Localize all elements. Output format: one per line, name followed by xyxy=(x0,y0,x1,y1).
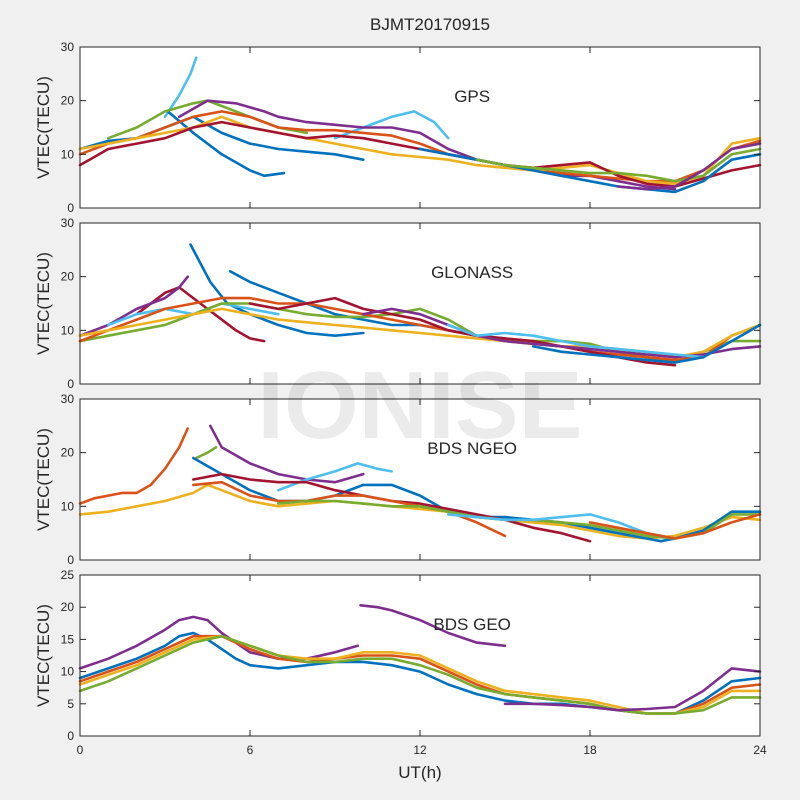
panel-label: BDS GEO xyxy=(433,615,510,634)
series-line-11 xyxy=(617,142,762,191)
panel-label: BDS NGEO xyxy=(427,439,517,458)
series-line-0 xyxy=(78,427,189,505)
x-axis-label: UT(h) xyxy=(398,763,441,782)
y-tick-label: 10 xyxy=(61,499,75,513)
panel-label: GLONASS xyxy=(431,263,513,282)
y-tick-label: 0 xyxy=(67,553,74,567)
panel-2: 0 10 20 30 VTEC(TECU) BDS NGEO xyxy=(34,392,762,567)
y-tick-label: 30 xyxy=(61,216,75,230)
y-tick-label: 25 xyxy=(61,568,75,582)
series-line-11 xyxy=(532,323,762,364)
y-tick-label: 0 xyxy=(67,729,74,743)
y-tick-label: 20 xyxy=(61,270,75,284)
x-tick-label: 24 xyxy=(753,743,767,757)
x-tick-label: 18 xyxy=(583,743,597,757)
y-tick-label: 20 xyxy=(61,600,75,614)
panel-1: 0 10 20 30 VTEC(TECU) GLONASS xyxy=(34,216,762,391)
y-tick-label: 15 xyxy=(61,632,75,646)
panel-label: GPS xyxy=(454,87,490,106)
panel-0: 0 10 20 30 VTEC(TECU) GPS xyxy=(34,40,762,215)
series-line-2 xyxy=(209,424,365,484)
y-axis-label: VTEC(TECU) xyxy=(34,252,53,355)
y-tick-label: 0 xyxy=(67,377,74,391)
panel-3: 0 5 10 15 20 25 0 6 12 18 24 VTEC(TECU) BDS GEO xyxy=(34,568,767,757)
x-tick-label: 6 xyxy=(247,743,254,757)
figure-title: BJMT20170915 xyxy=(370,15,490,34)
series-line-1 xyxy=(359,604,507,648)
series-line-2 xyxy=(333,110,450,140)
y-tick-label: 20 xyxy=(61,446,75,460)
y-tick-label: 5 xyxy=(67,697,74,711)
x-tick-label: 0 xyxy=(77,743,84,757)
y-tick-label: 30 xyxy=(61,392,75,406)
y-tick-label: 10 xyxy=(61,323,75,337)
y-axis-label: VTEC(TECU) xyxy=(34,604,53,707)
series-line-5 xyxy=(78,634,762,715)
series-line-8 xyxy=(248,296,677,367)
series-line-3 xyxy=(194,446,218,460)
series-line-9 xyxy=(447,513,677,540)
y-axis-label: VTEC(TECU) xyxy=(34,428,53,531)
series-line-10 xyxy=(447,323,705,359)
y-tick-label: 10 xyxy=(61,665,75,679)
series-line-0 xyxy=(163,56,198,119)
y-tick-label: 30 xyxy=(61,40,75,54)
y-tick-label: 20 xyxy=(61,94,75,108)
series-line-10 xyxy=(475,147,762,183)
y-tick-label: 0 xyxy=(67,201,74,215)
y-tick-label: 10 xyxy=(61,147,75,161)
series-line-10 xyxy=(588,513,762,540)
y-axis-label: VTEC(TECU) xyxy=(34,76,53,179)
watermark-text: IONISE xyxy=(257,352,582,459)
series-line-6 xyxy=(503,667,762,712)
x-tick-label: 12 xyxy=(413,743,427,757)
series-line-3 xyxy=(78,275,189,337)
series-line-6 xyxy=(78,296,762,362)
